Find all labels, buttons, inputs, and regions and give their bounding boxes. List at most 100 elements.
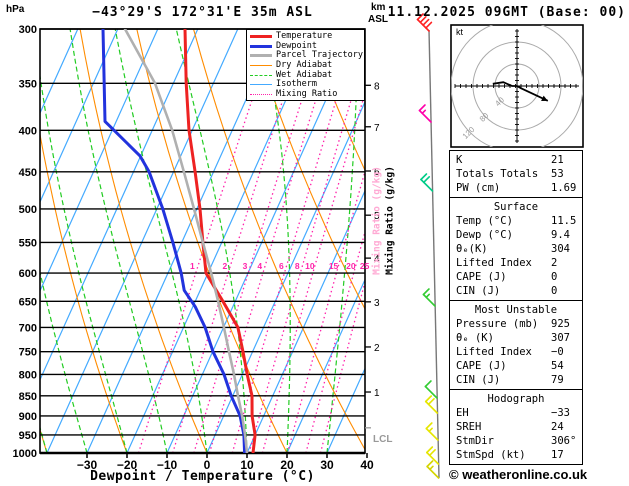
wind-barb	[422, 288, 436, 307]
table-row-value: 11.5	[551, 215, 577, 227]
km-tick-label: 2	[374, 343, 380, 354]
wind-barb-staff	[428, 29, 440, 479]
height-unit-asl: ASL	[368, 14, 388, 25]
table-section: Surface Temp (°C) 11.5 Dewp (°C) 9.4 θₑ(K) 304…	[450, 197, 582, 300]
mixing-ratio-value-label: 10	[305, 261, 315, 271]
legend-row: Dry Adiabat	[247, 61, 364, 71]
table-row-label: CIN (J)	[456, 285, 501, 297]
table-row-value: 79	[551, 374, 564, 386]
table-row: Pressure (mb) 925	[450, 317, 582, 331]
table-row: CIN (J) 0	[450, 284, 582, 298]
legend-label: Mixing Ratio	[276, 88, 338, 99]
table-row: Lifted Index 2	[450, 256, 582, 270]
wind-barb	[425, 422, 439, 441]
table-row-label: Temp (°C)	[456, 215, 513, 227]
temp-tick-label: 30	[320, 458, 334, 472]
table-row-label: K	[456, 154, 463, 166]
mixing-ratio-value-label: 2	[223, 261, 228, 271]
mixing-ratio-value-label: 4	[257, 261, 262, 271]
legend-label: Dewpoint	[276, 40, 317, 51]
legend-label: Parcel Trajectory	[276, 50, 363, 61]
pressure-tick-label: 1000	[13, 448, 37, 460]
table-row-label: Totals Totals	[456, 168, 539, 180]
table-row-label: PW (cm)	[456, 182, 501, 194]
table-row-label: Pressure (mb)	[456, 318, 539, 330]
table-row-label: StmSpd (kt)	[456, 449, 526, 461]
table-row-label: CIN (J)	[456, 374, 501, 386]
legend-row: Parcel Trajectory	[247, 51, 364, 61]
pressure-tick-label: 950	[19, 430, 37, 442]
table-row-label: Lifted Index	[456, 346, 532, 358]
temp-tick-label: 40	[360, 458, 374, 472]
footer-credit: © weatheronline.co.uk	[449, 467, 588, 482]
legend-row: Wet Adiabat	[247, 70, 364, 80]
temp-tick-label: −10	[157, 458, 178, 472]
pressure-tick-label: 350	[19, 78, 37, 90]
table-row-value: 24	[551, 421, 564, 433]
plot-border	[39, 28, 366, 454]
table-section-header: Hodograph	[487, 393, 545, 405]
pressure-tick-label: 700	[19, 322, 37, 334]
isotherm-line	[40, 29, 119, 204]
km-tick-label: 7	[374, 123, 380, 134]
lcl-label: LCL	[373, 434, 393, 445]
table-row: CAPE (J) 54	[450, 359, 582, 373]
table-row: StmSpd (kt) 17	[450, 448, 582, 462]
table-row-value: 2	[551, 257, 558, 269]
table-row: EH −33	[450, 406, 582, 420]
pressure-tick-label: 550	[19, 237, 37, 249]
pressure-tick-label: 750	[19, 347, 37, 359]
km-tick-label: 3	[374, 298, 380, 309]
mixing-ratio-value-label: 3	[243, 261, 248, 271]
pressure-tick-label: 450	[19, 167, 37, 179]
isotherm-line	[40, 29, 79, 115]
table-row-label: CAPE (J)	[456, 271, 507, 283]
table-row: CAPE (J) 0	[450, 270, 582, 284]
table-row: θₑ(K) 304	[450, 242, 582, 256]
table-row-value: 306°	[551, 435, 577, 447]
table-row-value: 9.4	[551, 229, 570, 241]
legend-label: Temperature	[276, 31, 333, 42]
station-title: −43°29'S 172°31'E 35m ASL	[92, 5, 313, 20]
pressure-tick-label: 500	[19, 204, 37, 216]
legend-line-sample	[250, 35, 272, 39]
wet-adiabat-line	[0, 29, 7, 453]
table-row-value: 1.69	[551, 182, 577, 194]
mixing-ratio-line	[231, 83, 342, 453]
km-tick-label: 4	[374, 254, 380, 265]
mixing-ratio-line	[305, 229, 365, 453]
pressure-tick-label: 850	[19, 391, 37, 403]
table-row-value: 0	[551, 271, 558, 283]
chart-legend: Temperature Dewpoint Parcel Trajectory Dry …	[246, 29, 365, 101]
table-row: Temp (°C) 11.5	[450, 214, 582, 228]
legend-row: Dewpoint	[247, 40, 364, 52]
legend-label: Dry Adiabat	[276, 60, 333, 71]
mixing-ratio-line	[137, 83, 259, 453]
mixing-ratio-value-label: 25	[360, 261, 370, 271]
height-unit-km: km	[371, 2, 386, 13]
sounding-curves	[101, 29, 257, 453]
mixing-ratio-axis-label: Mixing Ratio (g/kg)	[384, 166, 396, 275]
table-row-label: θₑ (K)	[456, 332, 494, 344]
table-row-value: 53	[551, 168, 564, 180]
parcel-trajectory-curve	[123, 29, 249, 453]
table-section: Hodograph EH −33 SREH 24 StmDir 306° StmSpd (kt…	[450, 389, 582, 464]
mixing-ratio-value-label: 8	[295, 261, 300, 271]
mixing-ratio-value-label: 1	[190, 261, 195, 271]
table-row-label: Dewp (°C)	[456, 229, 513, 241]
mixing-ratio-value-label: 20	[346, 261, 356, 271]
table-row-label: StmDir	[456, 435, 494, 447]
mixing-ratio-line	[319, 279, 365, 453]
x-axis-caption: Dewpoint / Temperature (°C)	[90, 469, 315, 484]
isotherm-line	[40, 29, 199, 382]
table-row: StmDir 306°	[450, 434, 582, 448]
temp-tick-label: 0	[204, 458, 211, 472]
wind-barb	[420, 173, 434, 192]
isotherm-line	[326, 367, 365, 453]
mixing-ratio-line	[172, 83, 289, 453]
table-row: SREH 24	[450, 420, 582, 434]
table-row: θₑ (K) 307	[450, 331, 582, 345]
table-row-label: EH	[456, 407, 469, 419]
table-row-value: −0	[551, 346, 564, 358]
